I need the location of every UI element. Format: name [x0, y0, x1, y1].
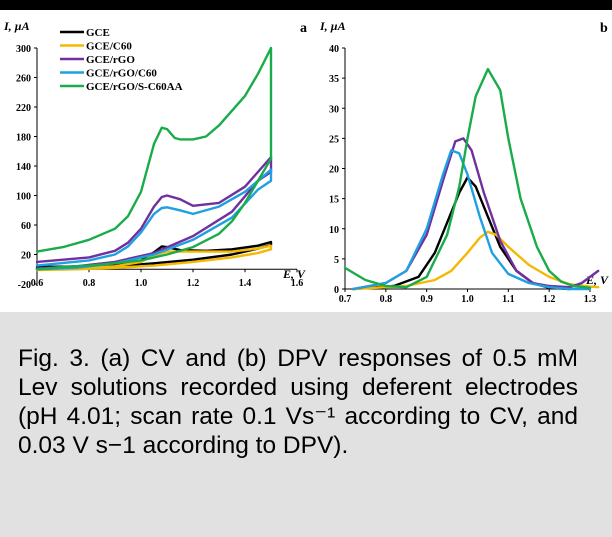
panel-a-ylabel: I, µA: [3, 19, 30, 33]
series-line-gce-c60: [35, 244, 273, 272]
legend-label: GCE/rGO/C60: [86, 68, 157, 80]
figure-panels: I, µA a E, V -2020601001401802202603000.…: [0, 10, 612, 310]
x-tick-label: 0.8: [380, 294, 393, 305]
x-tick-label: 1.0: [461, 294, 474, 305]
y-tick-label: 25: [329, 134, 339, 145]
y-tick-label: 20: [21, 251, 31, 262]
x-tick-label: 1.0: [135, 278, 148, 289]
panel-b-ylabel: I, µA: [319, 19, 346, 33]
legend-label: GCE: [86, 27, 110, 39]
y-tick-label: 30: [329, 104, 339, 115]
y-tick-label: 140: [16, 162, 31, 173]
top-dark-bar: [0, 0, 612, 10]
x-tick-label: 1.1: [502, 294, 515, 305]
x-tick-label: 1.6: [291, 278, 304, 289]
y-tick-label: 20: [329, 165, 339, 176]
x-tick-label: 1.3: [584, 294, 597, 305]
y-tick-label: 15: [329, 195, 339, 206]
x-tick-label: 0.8: [83, 278, 96, 289]
x-tick-label: 0.7: [339, 294, 352, 305]
y-tick-label: 180: [16, 133, 31, 144]
series-line-gce: [352, 176, 571, 291]
y-tick-label: 5: [334, 255, 339, 266]
legend-label: GCE/rGO/S-C60AA: [86, 81, 183, 93]
series-line-gce-rgo-c60: [352, 149, 592, 291]
panel-b-chart: I, µA b E, V 0 5 10 15 20 25 30 35 40 0.7 0.8 0.9 1.…: [319, 19, 609, 305]
y-tick-label: 0: [334, 285, 339, 296]
y-tick-label: 10: [329, 225, 339, 236]
panel-a-label: a: [300, 21, 307, 36]
x-tick-label: 1.2: [187, 278, 200, 289]
series-line-gce-rgo-s-c60aa: [35, 46, 273, 271]
series-line-gce-rgo: [35, 155, 273, 270]
y-tick-label: 40: [329, 44, 339, 55]
panel-a-chart: I, µA a E, V -20 20 60 100 140 180 220 260 300 0.…: [3, 19, 307, 291]
series-line-gce-rgo-c60: [35, 168, 273, 271]
y-tick-label: 100: [16, 192, 31, 203]
legend-label: GCE/rGO: [86, 54, 135, 66]
y-tick-label: 220: [16, 103, 31, 114]
x-tick-label: 0.9: [420, 294, 433, 305]
x-tick-label: 0.6: [31, 278, 44, 289]
panel-b-xlabel: E, V: [585, 273, 609, 287]
y-tick-label: 300: [16, 44, 31, 55]
y-tick-label: 60: [21, 221, 31, 232]
caption-background: [0, 312, 612, 537]
y-tick-label: 260: [16, 74, 31, 85]
series-line-gce-rgo: [352, 137, 600, 291]
y-tick-label: 35: [329, 74, 339, 85]
legend-label: GCE/C60: [86, 41, 132, 53]
figure-caption: Fig. 3. (a) CV and (b) DPV responses of …: [18, 345, 578, 459]
panel-b-label: b: [600, 21, 608, 36]
series-line-gce-rgo-s-c60aa: [343, 67, 592, 289]
panel-a-xlabel: E, V: [282, 267, 306, 281]
x-tick-label: 1.2: [543, 294, 556, 305]
x-tick-label: 1.4: [239, 278, 252, 289]
y-tick-label: -20: [18, 280, 31, 291]
